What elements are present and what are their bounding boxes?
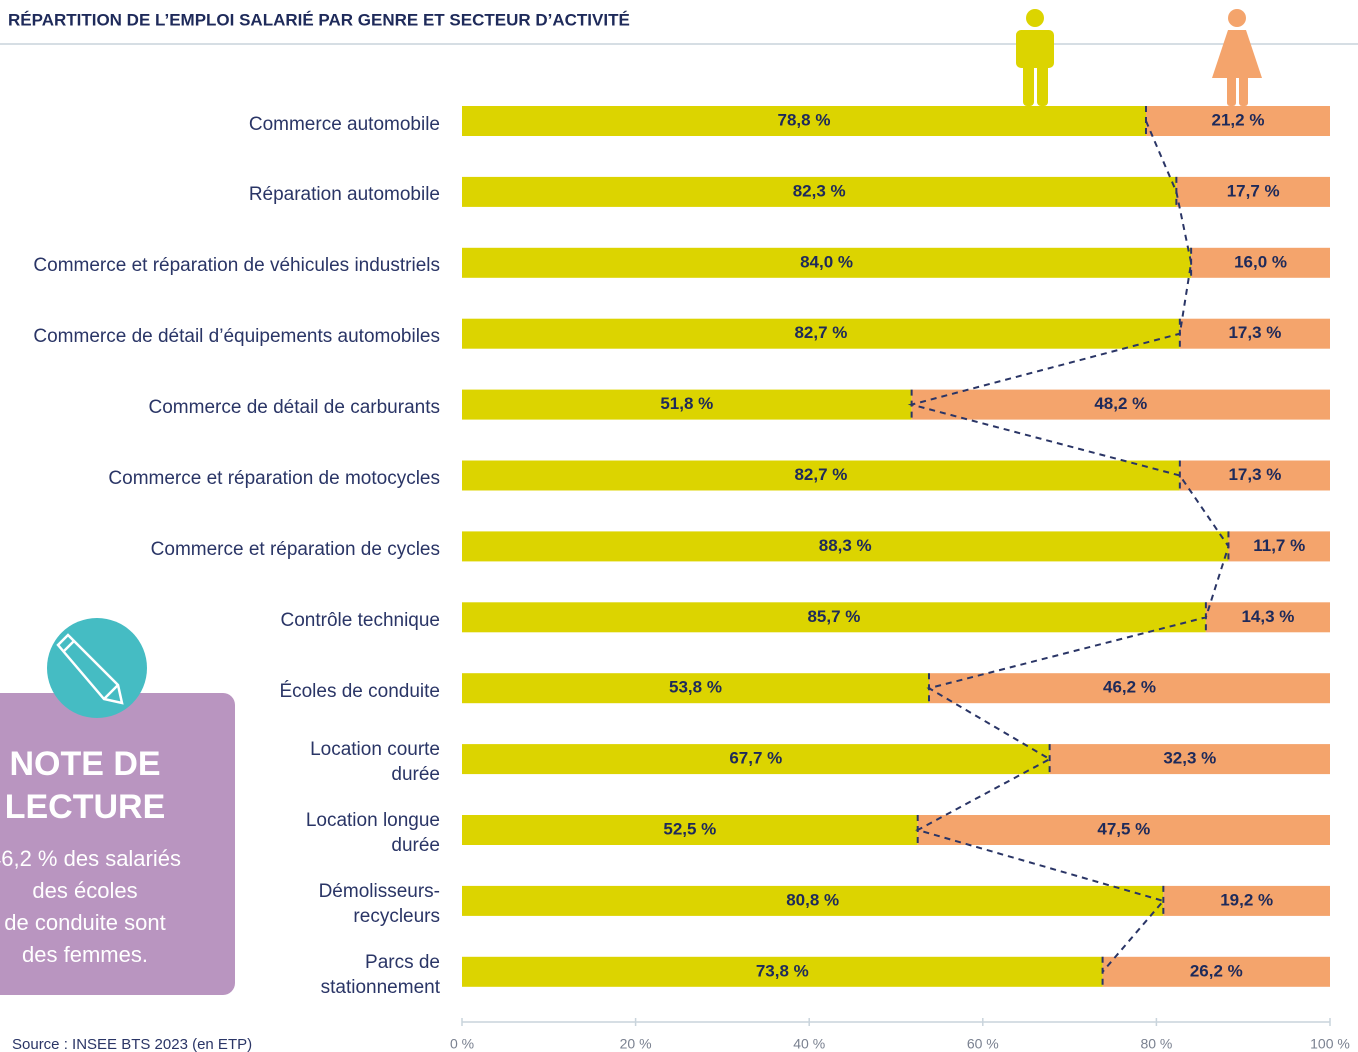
value-label: 21,2 % <box>1212 110 1265 129</box>
value-label: 14,3 % <box>1241 607 1294 626</box>
category-label: Commerce et réparation de véhicules indu… <box>33 255 440 277</box>
woman-icon <box>1212 9 1262 106</box>
category-label: Commerce automobile <box>248 113 440 135</box>
x-tick-label: 0 % <box>450 1036 474 1052</box>
value-label: 17,7 % <box>1227 181 1280 200</box>
value-label: 82,3 % <box>793 181 846 200</box>
value-label: 47,5 % <box>1097 819 1150 838</box>
pencil-icon <box>56 633 124 705</box>
value-label: 26,2 % <box>1190 961 1243 980</box>
value-label: 67,7 % <box>729 749 782 768</box>
value-label: 17,3 % <box>1228 465 1281 484</box>
value-label: 51,8 % <box>660 394 713 413</box>
bar-segment <box>462 460 1180 491</box>
category-label: Commerce de détail de carburants <box>148 397 440 419</box>
note-text: des écoles <box>32 878 137 903</box>
category-label: Contrôle technique <box>280 609 441 631</box>
bar-segment <box>462 885 1164 916</box>
category-label: Réparation automobile <box>248 184 440 206</box>
bar-segment <box>1049 744 1330 775</box>
value-label: 19,2 % <box>1220 890 1273 909</box>
note-text: de conduite sont <box>4 910 165 935</box>
value-label: 85,7 % <box>807 607 860 626</box>
note-text: des femmes. <box>22 942 148 967</box>
x-tick-label: 20 % <box>620 1036 652 1052</box>
value-label: 82,7 % <box>794 465 847 484</box>
bar-segment <box>1102 956 1330 987</box>
bar-segment <box>462 602 1206 633</box>
x-tick-label: 100 % <box>1310 1036 1350 1052</box>
bar-segment <box>1191 247 1330 278</box>
category-label: Location longue durée <box>305 810 440 856</box>
note-title: NOTE DE <box>9 745 160 783</box>
value-label: 84,0 % <box>800 252 853 271</box>
value-label: 82,7 % <box>794 323 847 342</box>
value-label: 17,3 % <box>1228 323 1281 342</box>
bar-segment <box>1163 885 1330 916</box>
bar-segment <box>462 815 918 845</box>
value-label: 53,8 % <box>669 678 722 697</box>
bar-segment <box>917 815 1330 845</box>
category-label: Parcs de stationnement <box>320 951 440 998</box>
bar-segment <box>928 673 1330 704</box>
category-label: Écoles de conduite <box>279 680 440 702</box>
category-label: Commerce et réparation de motocycles <box>108 468 440 489</box>
bar-segment <box>462 531 1229 562</box>
value-label: 52,5 % <box>663 819 716 838</box>
value-label: 16,0 % <box>1234 252 1287 271</box>
bar-segment <box>462 744 1050 775</box>
bar-segment <box>1205 602 1330 633</box>
bar-segment <box>462 318 1180 349</box>
x-tick-label: 80 % <box>1140 1036 1172 1052</box>
note-background <box>0 693 235 995</box>
note-title: LECTURE <box>5 788 166 826</box>
bar-segment <box>462 673 929 704</box>
chart-title: RÉPARTITION DE L’EMPLOI SALARIÉ PAR GENR… <box>8 10 630 29</box>
x-tick-label: 40 % <box>793 1036 825 1052</box>
note-box <box>0 618 235 995</box>
category-label: Commerce de détail d’équipements automob… <box>33 326 440 348</box>
value-label: 48,2 % <box>1094 394 1147 413</box>
category-label: Commerce et réparation de cycles <box>150 538 440 560</box>
note-text: 46,2 % des salariés <box>0 846 181 871</box>
category-label: Démolisseurs- recycleurs <box>318 880 440 927</box>
bar-segment <box>462 176 1177 207</box>
bar-segment <box>1228 531 1330 562</box>
bar-segment <box>1176 176 1330 207</box>
value-label: 73,8 % <box>756 961 809 980</box>
source: Source : INSEE BTS 2023 (en ETP) <box>12 1036 252 1052</box>
value-label: 11,7 % <box>1253 536 1305 555</box>
bar-segment <box>462 956 1103 987</box>
value-label: 80,8 % <box>786 890 839 909</box>
bar-segment <box>1179 460 1330 491</box>
value-label: 88,3 % <box>819 536 872 555</box>
bar-segment <box>462 247 1192 278</box>
man-icon <box>1016 9 1054 106</box>
x-tick-label: 60 % <box>967 1036 999 1052</box>
category-label: Location courte durée <box>310 739 440 786</box>
value-label: 46,2 % <box>1103 678 1156 697</box>
bar-segment <box>911 389 1330 420</box>
bar-segment <box>462 389 912 420</box>
bar-segment <box>1145 106 1330 136</box>
bar-segment <box>462 106 1146 136</box>
value-label: 78,8 % <box>778 110 831 129</box>
value-label: 32,3 % <box>1163 749 1216 768</box>
bar-segment <box>1179 318 1330 349</box>
